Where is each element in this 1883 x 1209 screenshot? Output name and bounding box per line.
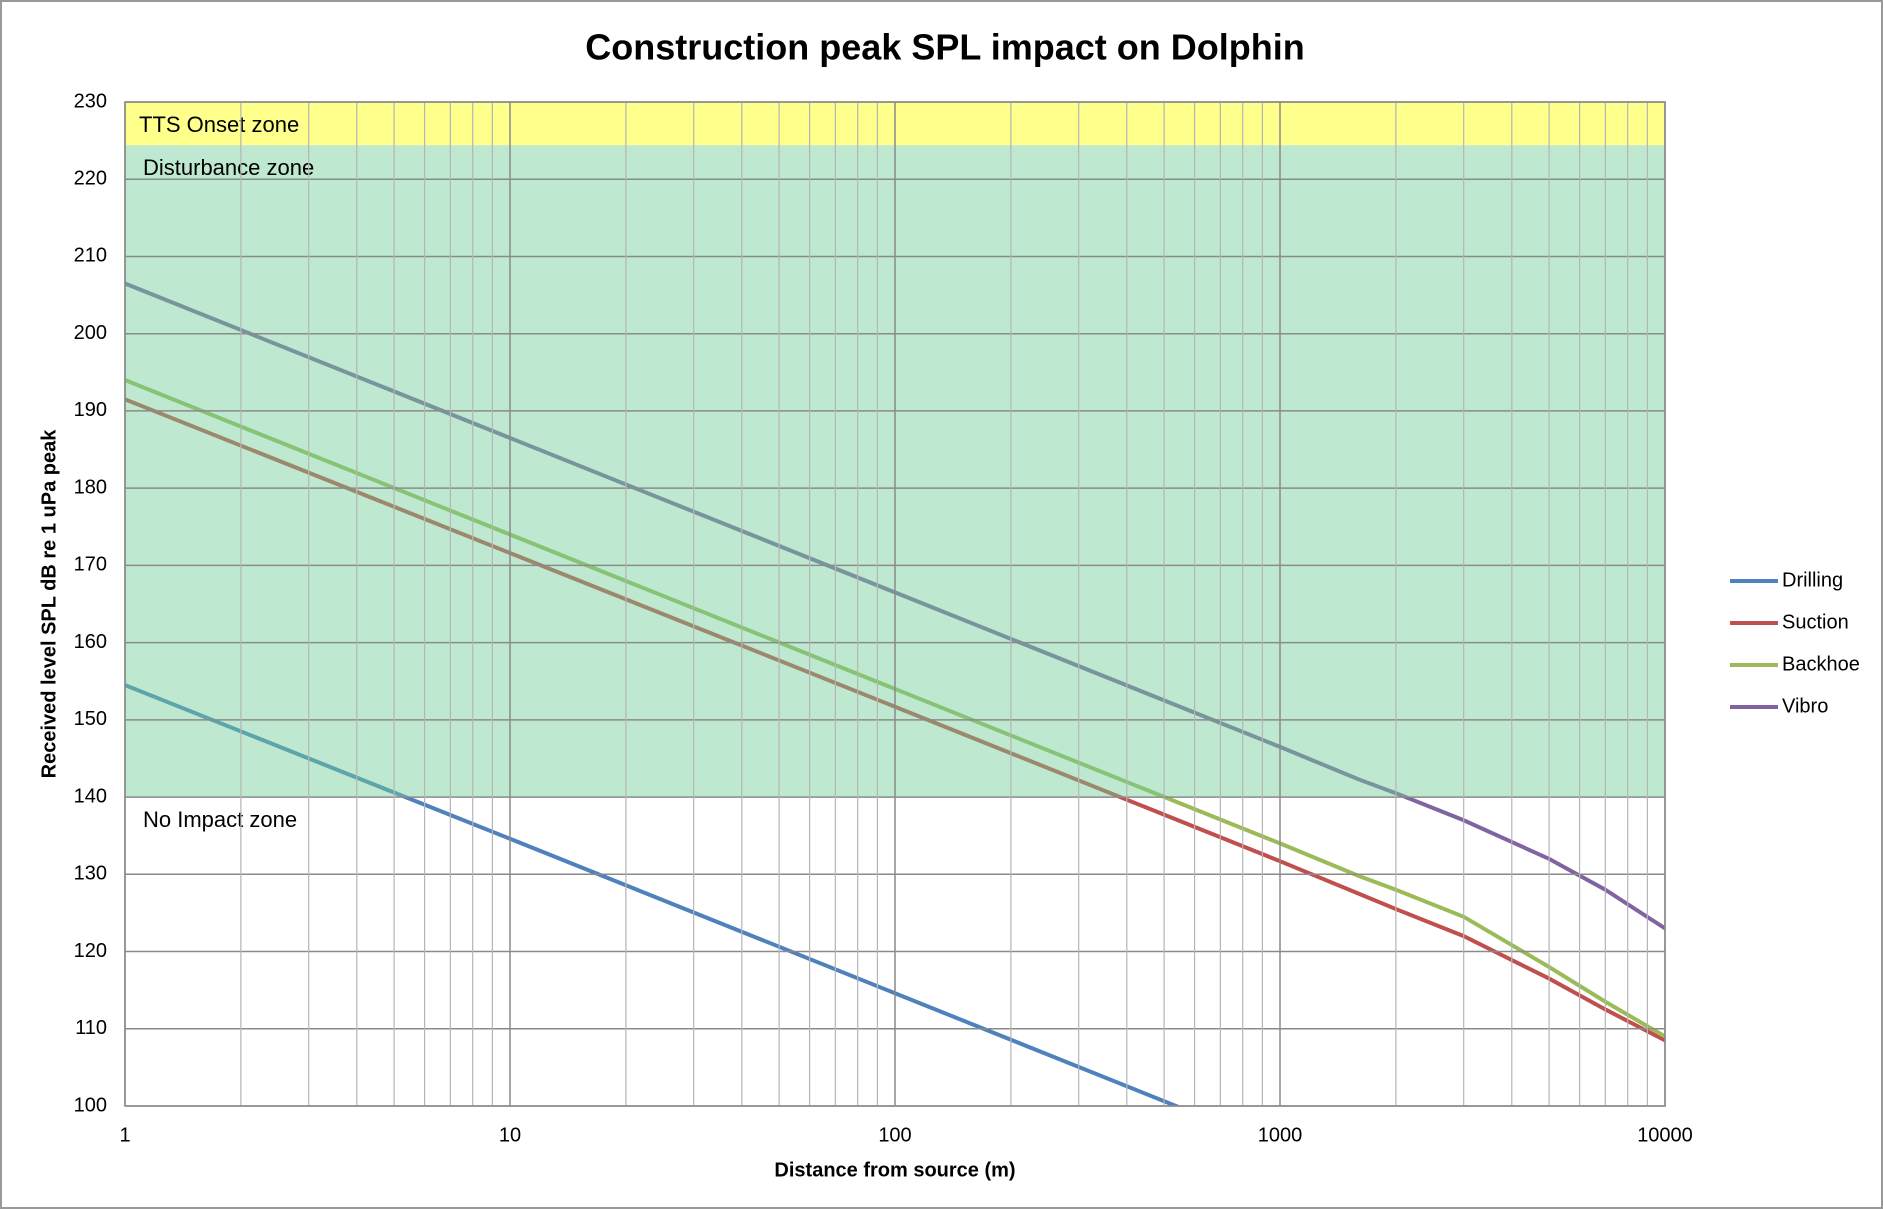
y-tick-label: 140 xyxy=(74,785,107,807)
x-tick-label: 10 xyxy=(499,1124,521,1146)
x-tick-label: 10000 xyxy=(1637,1124,1693,1146)
y-tick-label: 220 xyxy=(74,168,107,190)
legend-text: Backhoe xyxy=(1782,653,1860,675)
legend-text: Suction xyxy=(1782,611,1849,633)
y-tick-label: 130 xyxy=(74,863,107,885)
series-line xyxy=(125,683,1182,1106)
zone-label: No Impact zone xyxy=(143,807,297,832)
y-tick-label: 170 xyxy=(74,554,107,576)
y-tick-label: 160 xyxy=(74,631,107,653)
x-axis-label: Distance from source (m) xyxy=(774,1159,1015,1181)
zone-label: TTS Onset zone xyxy=(139,112,299,137)
y-tick-label: 100 xyxy=(74,1094,107,1116)
x-tick-label: 100 xyxy=(878,1124,911,1146)
zone-label: Disturbance zone xyxy=(143,155,314,180)
legend-text: Vibro xyxy=(1782,695,1828,717)
plot-border xyxy=(124,101,1666,1107)
y-tick-label: 190 xyxy=(74,399,107,421)
x-tick-label: 1000 xyxy=(1258,1124,1303,1146)
y-axis-label: Received level SPL dB re 1 uPa peak xyxy=(38,429,60,779)
series-line xyxy=(125,378,1665,1039)
y-tick-label: 230 xyxy=(74,90,107,112)
y-tick-label: 210 xyxy=(74,245,107,267)
y-tick-label: 150 xyxy=(74,708,107,730)
y-tick-label: 200 xyxy=(74,322,107,344)
y-tick-label: 110 xyxy=(75,1017,107,1039)
x-tick-label: 1 xyxy=(119,1124,130,1146)
y-tick-label: 180 xyxy=(74,476,107,498)
y-tick-label: 120 xyxy=(74,940,107,962)
legend-text: Drilling xyxy=(1782,569,1843,591)
chart-title: Construction peak SPL impact on Dolphin xyxy=(585,27,1304,68)
series-line xyxy=(125,397,1665,1043)
